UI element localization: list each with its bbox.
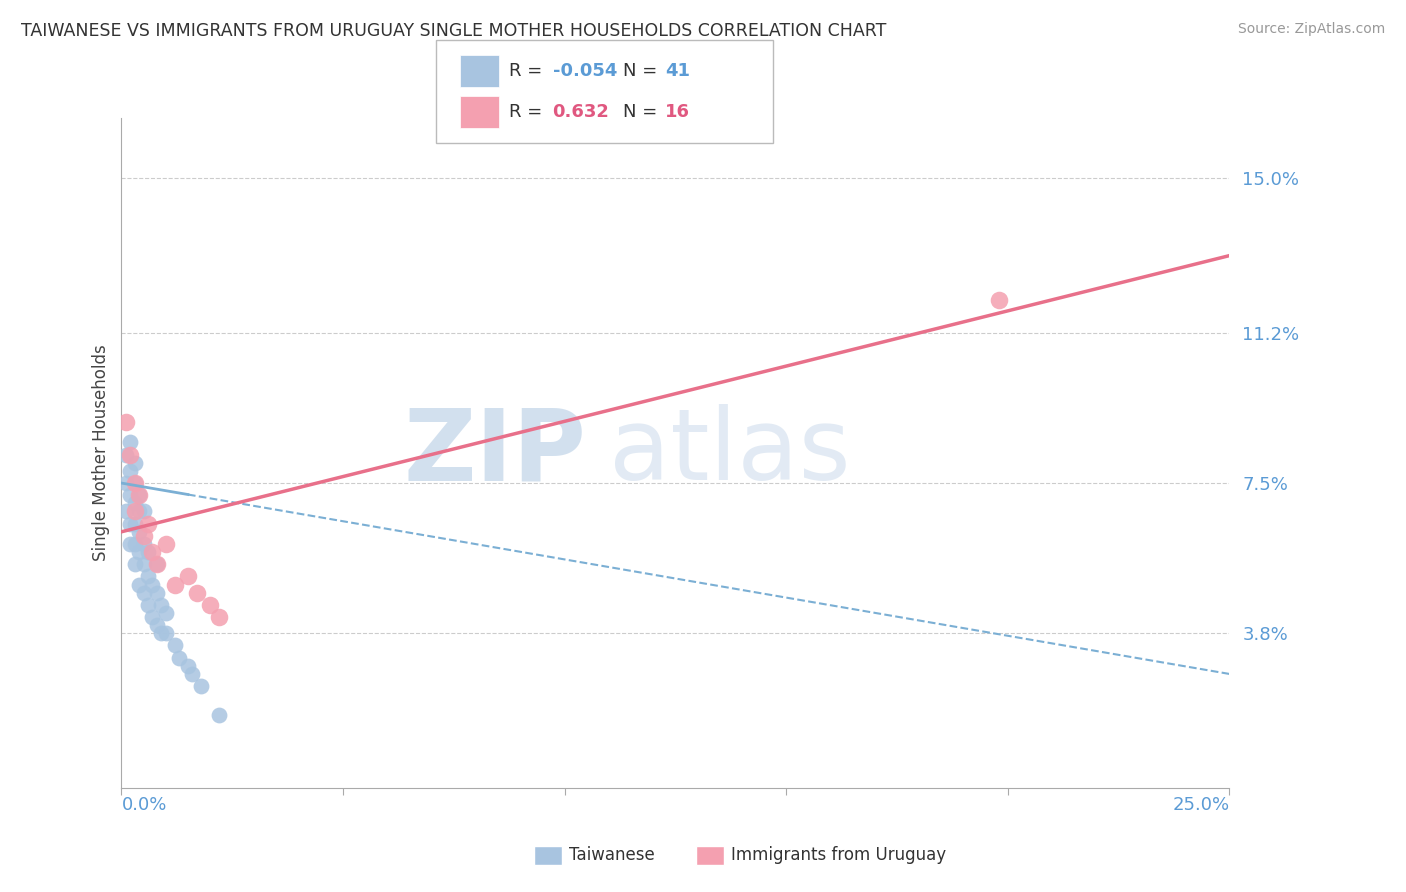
Point [124, 496, 146, 510]
Point [987, 293, 1010, 308]
Text: 25.0%: 25.0% [1173, 797, 1229, 814]
Point [150, 626, 173, 640]
Point [141, 577, 163, 591]
Point [208, 707, 231, 722]
Point [124, 516, 146, 531]
Point [155, 626, 177, 640]
Point [120, 464, 142, 478]
Point [132, 529, 155, 543]
Point [136, 516, 159, 531]
Point [120, 488, 142, 502]
Text: Immigrants from Uruguay: Immigrants from Uruguay [731, 847, 946, 864]
Text: 16: 16 [665, 103, 690, 121]
Point [115, 504, 138, 518]
Point [120, 435, 142, 450]
Point [120, 448, 142, 462]
Point [124, 558, 146, 572]
Text: -0.054: -0.054 [553, 62, 617, 79]
Point [181, 667, 204, 681]
Point [136, 598, 159, 612]
Text: R =: R = [509, 103, 548, 121]
Text: R =: R = [509, 62, 548, 79]
Point [186, 585, 208, 599]
Point [124, 504, 146, 518]
Text: N =: N = [623, 103, 662, 121]
Point [120, 537, 142, 551]
Text: Taiwanese: Taiwanese [569, 847, 655, 864]
Point [115, 415, 138, 429]
Point [115, 448, 138, 462]
Text: ZIP: ZIP [404, 404, 586, 501]
Point [208, 610, 231, 624]
Point [128, 524, 150, 539]
Point [136, 545, 159, 559]
Point [146, 558, 169, 572]
Point [146, 585, 169, 599]
Point [128, 504, 150, 518]
Point [128, 577, 150, 591]
Text: 0.0%: 0.0% [121, 797, 167, 814]
Text: atlas: atlas [609, 404, 851, 501]
Point [136, 569, 159, 583]
Point [155, 537, 177, 551]
Point [124, 456, 146, 470]
Point [155, 606, 177, 620]
Point [124, 476, 146, 491]
Point [177, 569, 200, 583]
Point [128, 545, 150, 559]
Text: TAIWANESE VS IMMIGRANTS FROM URUGUAY SINGLE MOTHER HOUSEHOLDS CORRELATION CHART: TAIWANESE VS IMMIGRANTS FROM URUGUAY SIN… [21, 22, 886, 40]
Point [177, 658, 200, 673]
Point [163, 577, 186, 591]
Point [163, 639, 186, 653]
Point [146, 558, 169, 572]
Point [167, 650, 190, 665]
Point [150, 598, 173, 612]
Text: 0.632: 0.632 [553, 103, 609, 121]
Point [124, 537, 146, 551]
Point [132, 558, 155, 572]
Point [115, 476, 138, 491]
Text: Source: ZipAtlas.com: Source: ZipAtlas.com [1237, 22, 1385, 37]
Y-axis label: Single Mother Households: Single Mother Households [93, 344, 110, 561]
Point [124, 476, 146, 491]
Point [141, 545, 163, 559]
Point [120, 516, 142, 531]
Point [128, 488, 150, 502]
Point [132, 537, 155, 551]
Text: N =: N = [623, 62, 662, 79]
Point [141, 610, 163, 624]
Point [146, 618, 169, 632]
Point [198, 598, 221, 612]
Point [132, 504, 155, 518]
Point [190, 679, 212, 693]
Point [132, 585, 155, 599]
Text: 41: 41 [665, 62, 690, 79]
Point [128, 488, 150, 502]
